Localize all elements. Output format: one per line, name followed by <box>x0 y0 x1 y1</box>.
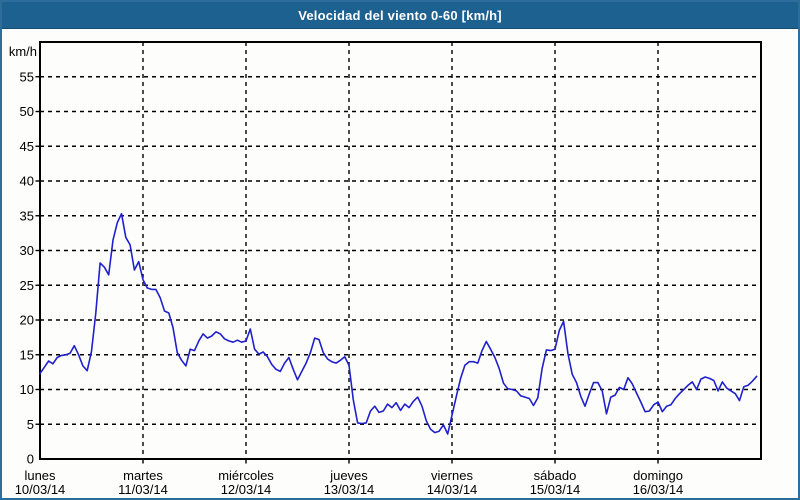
day-label: lunes <box>24 468 56 483</box>
wind-speed-line <box>39 212 758 435</box>
date-label: 11/03/14 <box>118 482 168 497</box>
day-label: miércoles <box>218 468 274 483</box>
y-tick-label: 0 <box>27 452 34 467</box>
date-label: 10/03/14 <box>15 482 66 497</box>
date-label: 14/03/14 <box>427 482 478 497</box>
date-label: 16/03/14 <box>633 482 684 497</box>
y-tick-label: 10 <box>20 382 34 397</box>
title-bar: Velocidad del viento 0-60 [km/h] <box>2 2 798 29</box>
y-tick-label: 15 <box>20 347 34 362</box>
day-label: jueves <box>329 468 368 483</box>
date-label: 12/03/14 <box>221 482 272 497</box>
y-tick-label: 40 <box>20 174 34 189</box>
y-tick-label: 55 <box>20 69 34 84</box>
day-label: sábado <box>534 468 577 483</box>
window-title: Velocidad del viento 0-60 [km/h] <box>298 7 502 23</box>
day-label: viernes <box>431 468 473 483</box>
day-label: domingo <box>633 468 683 483</box>
y-axis-unit-label: km/h <box>9 44 37 59</box>
y-tick-label: 30 <box>20 243 34 258</box>
plot-frame <box>39 41 762 460</box>
day-label: martes <box>123 468 163 483</box>
y-tick-label: 25 <box>20 278 34 293</box>
date-label: 13/03/14 <box>324 482 375 497</box>
date-label: 15/03/14 <box>530 482 581 497</box>
y-tick-label: 45 <box>20 139 34 154</box>
y-tick-label: 35 <box>20 208 34 223</box>
y-tick-label: 50 <box>20 104 34 119</box>
y-tick-label: 20 <box>20 313 34 328</box>
y-tick-label: 5 <box>27 417 34 432</box>
